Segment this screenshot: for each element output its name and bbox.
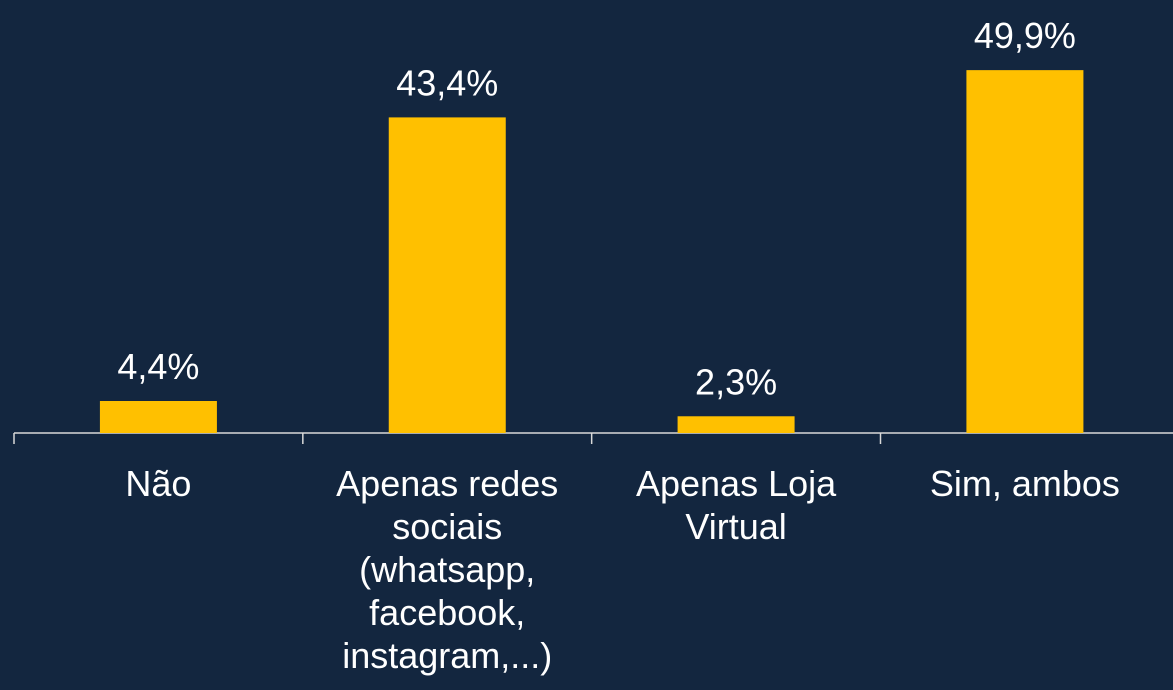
bar <box>388 117 506 433</box>
x-tick-label: Não <box>125 463 192 504</box>
value-label: 4,4% <box>117 346 199 387</box>
x-tick-label: Apenas Loja Virtual <box>635 463 837 547</box>
value-label: 49,9% <box>974 15 1076 56</box>
x-tick-label: Apenas redes sociais (whatsapp, facebook… <box>336 463 559 676</box>
bar <box>99 401 217 433</box>
value-label: 43,4% <box>396 62 498 103</box>
value-label: 2,3% <box>695 361 777 402</box>
x-tick-label: Sim, ambos <box>929 463 1120 504</box>
bar <box>966 70 1084 433</box>
bar <box>677 416 795 433</box>
